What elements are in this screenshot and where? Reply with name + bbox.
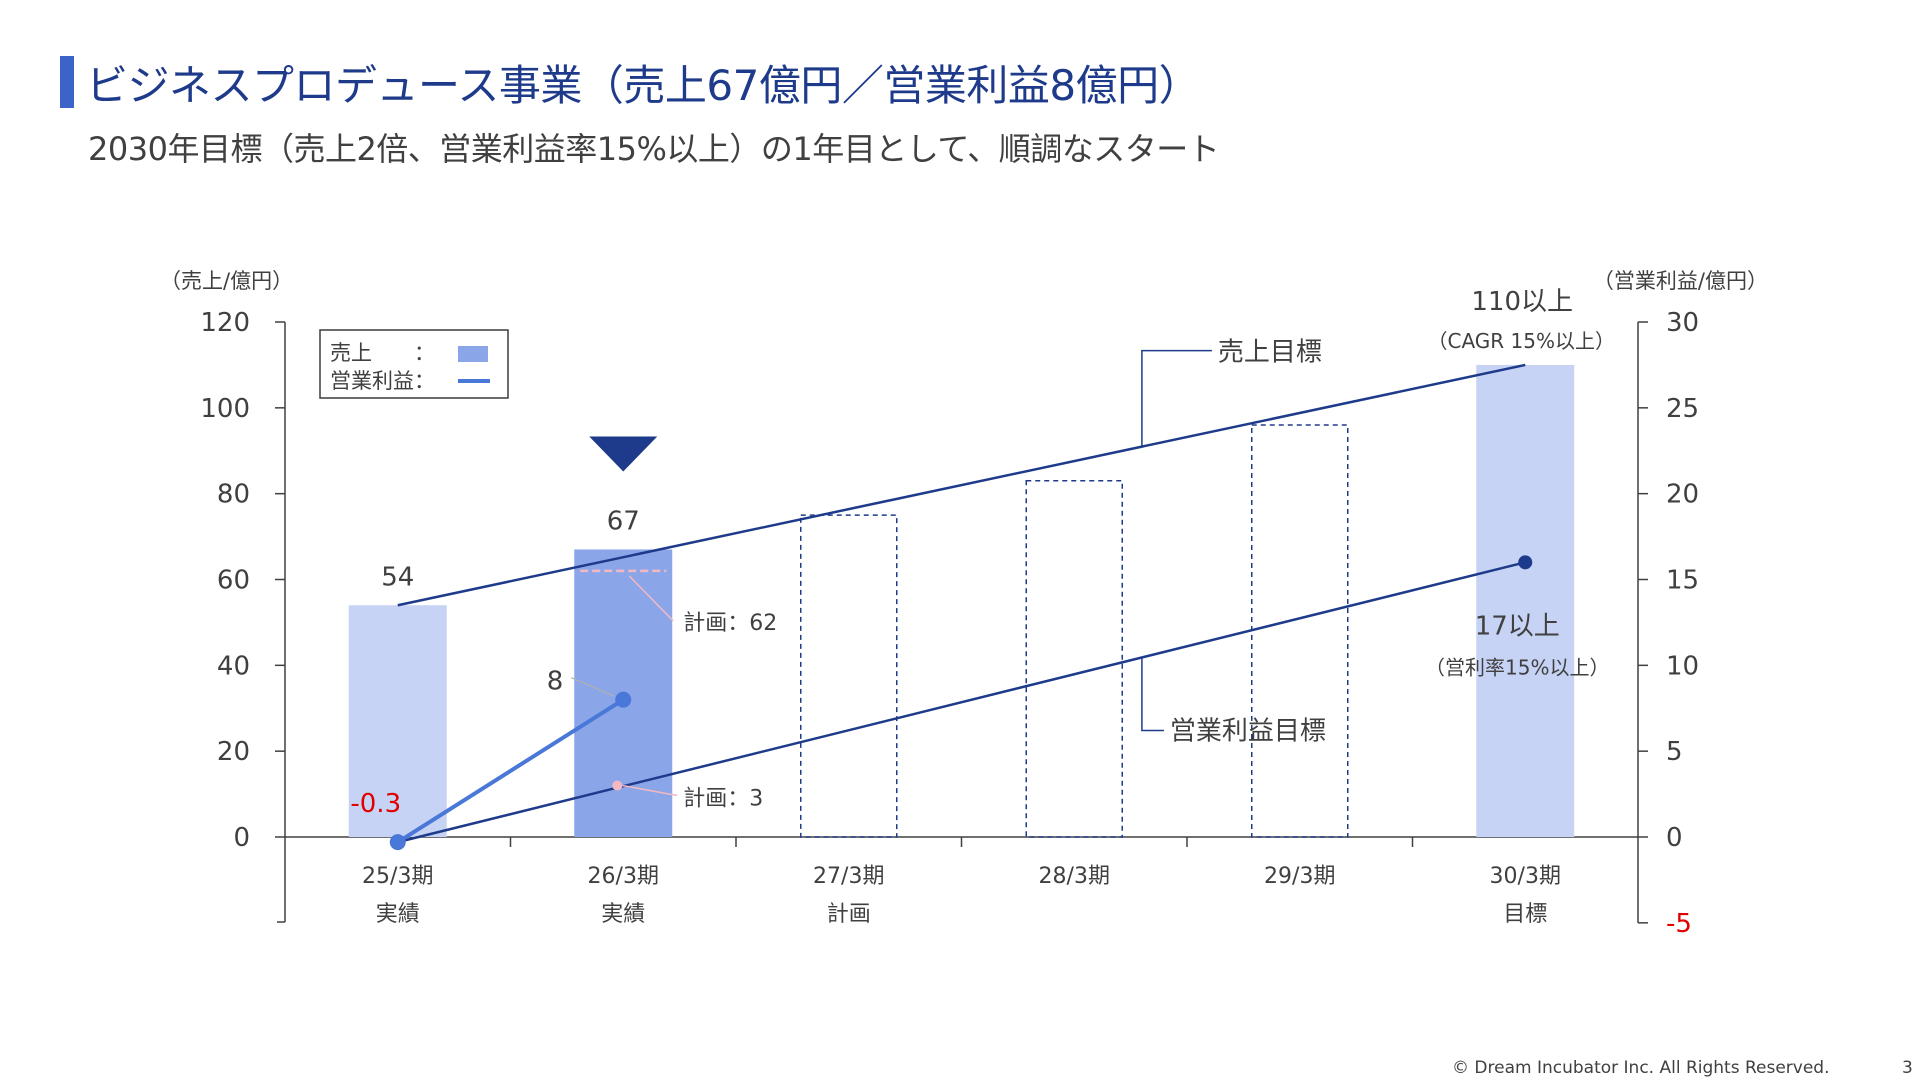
x-tick-sublabel: 目標 — [1503, 902, 1547, 927]
profit-target-line — [397, 561, 1526, 844]
x-tick-label: 26/3期 — [588, 864, 659, 889]
profit-plan-label: 計画：3 — [683, 787, 763, 812]
legend: 売上 ： 営業利益： — [319, 329, 509, 399]
sales-plan-leader — [628, 575, 674, 622]
x-tick-sublabel: 実績 — [601, 902, 645, 927]
right-tick-label: 30 — [1666, 308, 1699, 338]
profit-plan-leader — [622, 784, 678, 797]
profit-actual-leader — [571, 677, 614, 697]
right-tick-label: 0 — [1666, 823, 1683, 853]
profit-target-callout — [1141, 657, 1164, 732]
right-tick-label: 10 — [1666, 651, 1699, 681]
profit-actual-label: 8 — [547, 667, 564, 697]
sales-bar-value-label: 67 — [607, 506, 640, 536]
sales-target-end-label: 110以上 — [1471, 287, 1573, 317]
sales-plan-label: 計画：62 — [683, 611, 777, 636]
right-tick-label: -5 — [1666, 909, 1692, 939]
sales-target-line — [397, 363, 1526, 607]
right-tick-label: 15 — [1666, 566, 1699, 596]
profit-plan-marker — [612, 780, 623, 791]
left-tick-label: 20 — [217, 737, 250, 767]
right-tick-label: 20 — [1666, 480, 1699, 510]
x-tick-label: 28/3期 — [1039, 864, 1110, 889]
sales-bar-plan — [1025, 480, 1123, 838]
left-tick-label: 120 — [200, 308, 250, 338]
x-tick-sublabel: 計画 — [827, 902, 871, 927]
legend-profit-label: 営業利益： — [330, 369, 435, 393]
copyright: © Dream Incubator Inc. All Rights Reserv… — [1452, 1058, 1830, 1078]
highlight-arrow-icon — [589, 436, 658, 472]
target-lines: 売上目標 110以上 （CAGR 15%以上） 営業利益目標 17以上 （営利率15%以上… — [397, 287, 1616, 844]
right-axis-label: （営業利益/億円） — [1593, 269, 1768, 293]
profit-actual-point — [389, 834, 406, 851]
left-tick-label: 100 — [200, 394, 250, 424]
page-title: ビジネスプロデュース事業（売上67億円／営業利益8億円） — [86, 61, 1201, 110]
profit-actual-label: -0.3 — [350, 789, 401, 819]
page-subtitle: 2030年目標（売上2倍、営業利益率15%以上）の1年目として、順調なスタート — [88, 130, 1220, 168]
page-number: 3 — [1902, 1058, 1913, 1078]
legend-sales-swatch — [458, 346, 488, 362]
profit-target-end-dot — [1518, 555, 1533, 570]
legend-sales-label: 売上 ： — [330, 341, 435, 365]
profit-actual-point — [615, 691, 632, 708]
sales-target-label: 売上目標 — [1218, 338, 1322, 368]
left-axis-label: （売上/億円） — [160, 269, 293, 293]
annotations: 計画：62 計画：3 — [580, 436, 777, 812]
sales-target-callout — [1141, 349, 1212, 447]
x-tick-sublabel: 実績 — [376, 902, 420, 927]
profit-actual-series: -0.3 8 — [350, 667, 632, 851]
profit-actual-line — [396, 697, 625, 844]
right-tick-label: 25 — [1666, 394, 1699, 424]
left-tick-label: 60 — [217, 566, 250, 596]
sales-bar — [348, 605, 447, 837]
profit-target-end-label: 17以上 — [1475, 611, 1560, 641]
x-tick-label: 27/3期 — [813, 864, 884, 889]
sales-bar-plan — [800, 514, 898, 838]
sales-target-end-sublabel: （CAGR 15%以上） — [1428, 329, 1616, 353]
legend-box — [319, 329, 509, 399]
sales-bar-value-label: 54 — [381, 562, 414, 592]
left-tick-label: 0 — [233, 823, 250, 853]
x-tick-label: 30/3期 — [1490, 864, 1561, 889]
x-tick-label: 29/3期 — [1264, 864, 1335, 889]
sales-bar — [1476, 364, 1575, 837]
right-tick-label: 5 — [1666, 737, 1683, 767]
left-tick-label: 40 — [217, 651, 250, 681]
title-accent-bar — [60, 56, 74, 108]
left-tick-label: 80 — [217, 480, 250, 510]
profit-target-label: 営業利益目標 — [1170, 716, 1326, 746]
sales-bars: 54 67 — [348, 364, 1575, 838]
x-tick-label: 25/3期 — [362, 864, 433, 889]
profit-target-end-sublabel: （営利率15%以上） — [1425, 655, 1609, 679]
sales-bar-plan — [1251, 424, 1349, 838]
